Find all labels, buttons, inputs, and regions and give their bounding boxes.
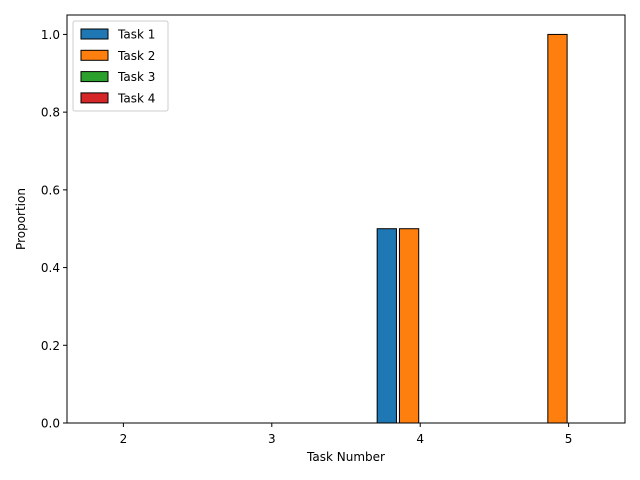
- y-tick-label: 0.6: [41, 183, 60, 197]
- bar-task-2-5: [548, 34, 567, 423]
- legend-swatch-task-1: [81, 29, 108, 39]
- x-tick-label: 2: [120, 432, 128, 446]
- bar-task-1-4: [377, 229, 396, 423]
- y-tick-label: 0.4: [41, 261, 60, 275]
- x-tick-label: 3: [268, 432, 276, 446]
- legend-swatch-task-4: [81, 93, 108, 103]
- x-axis-label: Task Number: [306, 450, 385, 464]
- legend-swatch-task-3: [81, 72, 108, 82]
- legend-label-task-3: Task 3: [117, 70, 155, 84]
- y-tick-label: 0.2: [41, 339, 60, 353]
- y-axis-label: Proportion: [14, 188, 28, 250]
- legend-label-task-4: Task 4: [117, 91, 155, 105]
- x-tick-label: 4: [416, 432, 424, 446]
- y-tick-label: 0.8: [41, 106, 60, 120]
- legend-label-task-2: Task 2: [117, 49, 155, 63]
- x-tick-label: 5: [565, 432, 573, 446]
- y-tick-label: 0.0: [41, 417, 60, 431]
- legend-label-task-1: Task 1: [117, 28, 155, 42]
- legend-swatch-task-2: [81, 50, 108, 60]
- bar-task-2-4: [399, 229, 418, 423]
- legend: Task 1 Task 2 Task 3 Task 4: [73, 21, 168, 111]
- y-tick-label: 1.0: [41, 28, 60, 42]
